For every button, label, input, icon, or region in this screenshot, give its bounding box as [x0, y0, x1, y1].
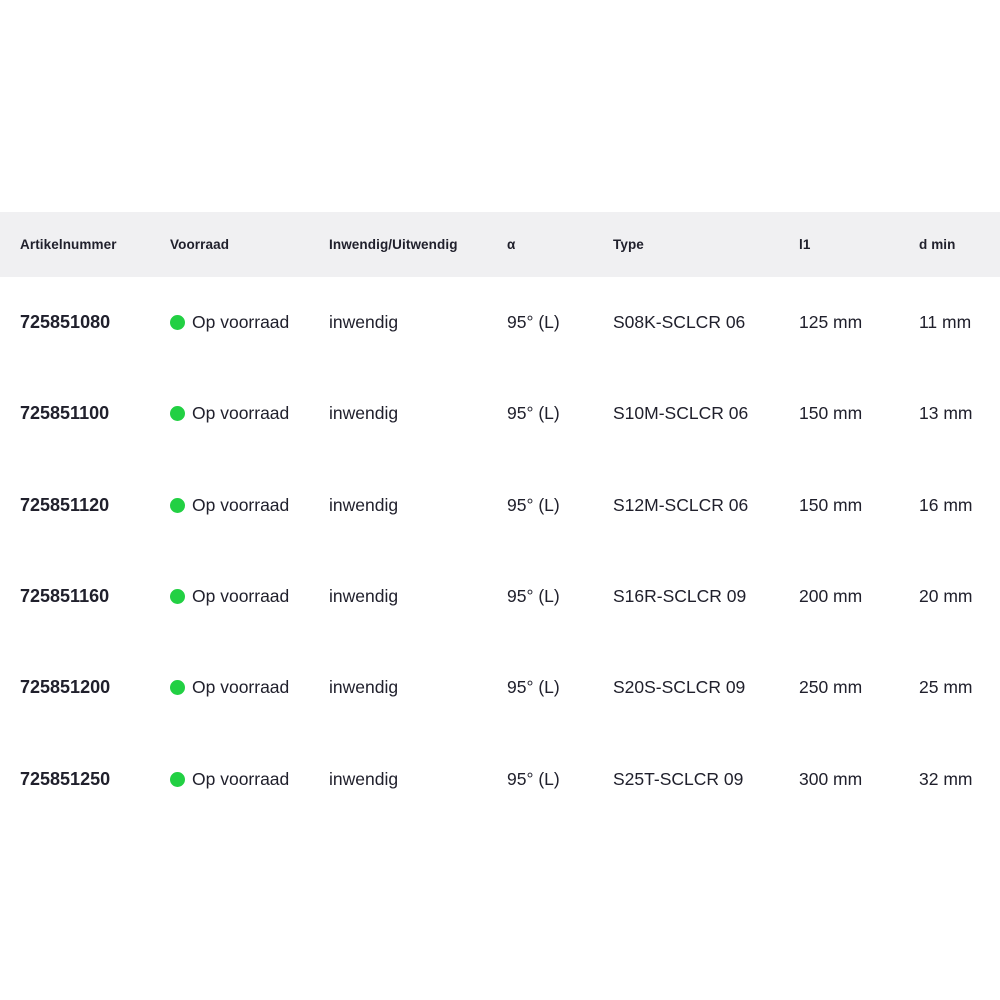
- cell-artikelnummer[interactable]: 725851080: [20, 312, 111, 333]
- cell-alpha: 95° (L): [507, 768, 560, 789]
- cell-alpha: 95° (L): [507, 403, 560, 424]
- table-row: 725851100 Op voorraad inwendig 95° (L) S10M-…: [0, 368, 1000, 460]
- cell-type: S16R-SCLCR 09: [613, 586, 747, 607]
- cell-voorraad: Op voorraad: [170, 769, 329, 790]
- cell-inwendig-uitwendig: inwendig: [329, 677, 399, 698]
- cell-inwendig-uitwendig: inwendig: [329, 586, 399, 607]
- cell-l1: 300 mm: [799, 768, 863, 789]
- col-header-alpha: α: [507, 237, 516, 252]
- col-header-l1: l1: [799, 237, 811, 252]
- cell-voorraad: Op voorraad: [170, 677, 329, 698]
- stock-status-label: Op voorraad: [192, 768, 290, 789]
- cell-alpha: 95° (L): [507, 494, 560, 515]
- cell-d-min: 32 mm: [919, 768, 973, 789]
- table-row: 725851200 Op voorraad inwendig 95° (L) S20S-…: [0, 642, 1000, 734]
- stock-status-label: Op voorraad: [192, 677, 290, 698]
- cell-d-min: 20 mm: [919, 586, 973, 607]
- cell-type: S08K-SCLCR 06: [613, 312, 746, 333]
- cell-alpha: 95° (L): [507, 586, 560, 607]
- cell-inwendig-uitwendig: inwendig: [329, 312, 399, 333]
- col-header-voorraad: Voorraad: [170, 237, 230, 252]
- cell-artikelnummer[interactable]: 725851120: [20, 494, 110, 515]
- stock-status-label: Op voorraad: [192, 494, 290, 515]
- cell-l1: 200 mm: [799, 586, 863, 607]
- cell-type: S12M-SCLCR 06: [613, 494, 749, 515]
- product-table-body: 725851080 Op voorraad inwendig 95° (L) S08K-…: [0, 277, 1000, 825]
- cell-l1: 150 mm: [799, 494, 863, 515]
- table-row: 725851160 Op voorraad inwendig 95° (L) S16R-…: [0, 550, 1000, 643]
- col-header-inwendig-uitwendig: Inwendig/Uitwendig: [329, 237, 458, 252]
- stock-status-label: Op voorraad: [192, 312, 290, 333]
- col-header-type: Type: [613, 237, 644, 252]
- stock-status-label: Op voorraad: [192, 586, 290, 607]
- cell-type: S10M-SCLCR 06: [613, 403, 749, 424]
- in-stock-dot-icon: [170, 497, 185, 513]
- in-stock-dot-icon: [170, 771, 185, 787]
- table-row: 725851250 Op voorraad inwendig 95° (L) S25T-…: [0, 733, 1000, 825]
- cell-type: S20S-SCLCR 09: [613, 677, 746, 698]
- col-header-artikelnummer: Artikelnummer: [20, 237, 117, 252]
- cell-voorraad: Op voorraad: [170, 403, 329, 424]
- cell-d-min: 13 mm: [919, 403, 973, 424]
- cell-artikelnummer[interactable]: 725851200: [20, 677, 111, 698]
- cell-inwendig-uitwendig: inwendig: [329, 403, 399, 424]
- cell-l1: 125 mm: [799, 312, 863, 333]
- cell-alpha: 95° (L): [507, 312, 560, 333]
- cell-inwendig-uitwendig: inwendig: [329, 494, 399, 515]
- stock-status-label: Op voorraad: [192, 403, 290, 424]
- in-stock-dot-icon: [170, 315, 185, 331]
- cell-d-min: 25 mm: [919, 677, 973, 698]
- cell-d-min: 16 mm: [919, 494, 973, 515]
- table-row: 725851080 Op voorraad inwendig 95° (L) S08K-…: [0, 277, 1000, 369]
- cell-artikelnummer[interactable]: 725851100: [20, 403, 110, 424]
- cell-voorraad: Op voorraad: [170, 312, 329, 333]
- in-stock-dot-icon: [170, 680, 185, 696]
- cell-artikelnummer[interactable]: 725851160: [20, 586, 110, 607]
- cell-voorraad: Op voorraad: [170, 495, 329, 516]
- table-row: 725851120 Op voorraad inwendig 95° (L) S12M-…: [0, 459, 1000, 551]
- table-header-row: Artikelnummer Voorraad Inwendig/Uitwendi…: [0, 212, 1000, 277]
- cell-voorraad: Op voorraad: [170, 586, 329, 607]
- col-header-d-min: d min: [919, 237, 956, 252]
- in-stock-dot-icon: [170, 589, 185, 605]
- in-stock-dot-icon: [170, 406, 185, 422]
- cell-type: S25T-SCLCR 09: [613, 768, 744, 789]
- cell-l1: 250 mm: [799, 677, 863, 698]
- cell-artikelnummer[interactable]: 725851250: [20, 768, 111, 789]
- cell-l1: 150 mm: [799, 403, 863, 424]
- cell-d-min: 11 mm: [919, 312, 972, 333]
- top-whitespace: [0, 0, 1000, 212]
- cell-alpha: 95° (L): [507, 677, 560, 698]
- cell-inwendig-uitwendig: inwendig: [329, 768, 399, 789]
